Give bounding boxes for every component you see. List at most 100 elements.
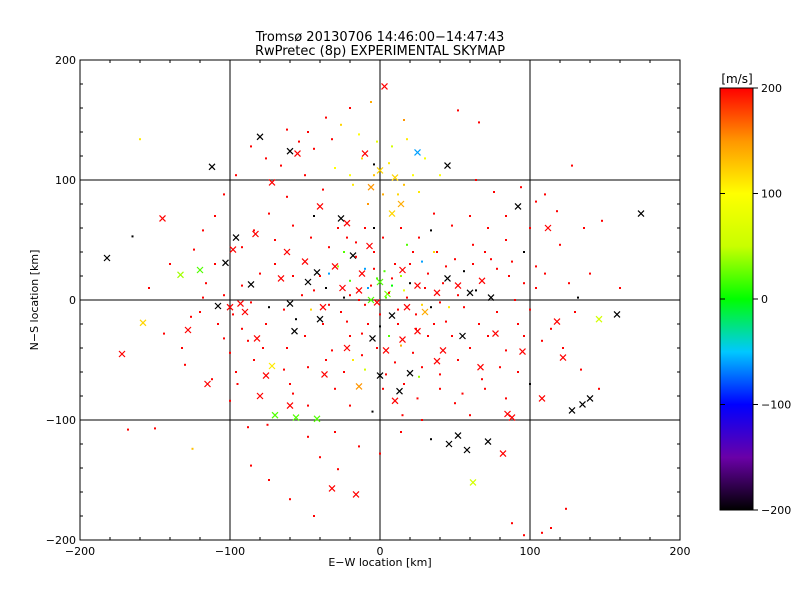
data-point-dot <box>349 335 351 337</box>
y-tick-label: −200 <box>46 534 76 547</box>
data-point-dot <box>403 289 405 292</box>
data-point-dot <box>236 383 239 385</box>
data-point-cross <box>367 296 375 304</box>
data-point-dot <box>529 308 531 311</box>
colorbar-label: [m/s] <box>721 72 752 86</box>
data-point-dot <box>373 163 375 166</box>
data-point-dot <box>286 195 288 198</box>
data-point-cross <box>388 210 396 218</box>
data-point-dot <box>424 287 426 289</box>
data-point-cross <box>568 406 576 414</box>
data-point-dot <box>565 507 567 510</box>
data-point-dot <box>376 347 378 349</box>
data-point-dot <box>499 366 501 369</box>
data-point-cross <box>613 310 621 318</box>
data-point-dot <box>403 183 405 186</box>
data-point-dot <box>334 431 336 433</box>
data-point-cross <box>313 415 321 423</box>
data-point-dot <box>463 306 465 309</box>
data-point-cross <box>433 289 441 297</box>
data-point-cross <box>256 133 264 141</box>
data-point-dot <box>598 387 600 390</box>
data-point-dot <box>241 327 243 330</box>
data-point-dot <box>421 303 423 306</box>
data-point-dot <box>427 272 429 275</box>
data-point-dot <box>400 344 402 347</box>
data-point-cross <box>226 303 234 311</box>
data-point-dot <box>223 193 225 196</box>
data-point-cross <box>499 450 507 458</box>
data-point-cross <box>469 478 477 486</box>
data-point-dot <box>247 426 249 429</box>
data-point-dot <box>457 294 459 297</box>
data-point-dot <box>430 229 432 232</box>
data-point-cross <box>328 484 336 492</box>
data-point-dot <box>418 191 420 193</box>
data-point-dot <box>265 323 267 325</box>
data-point-dot <box>266 423 269 426</box>
data-point-dot <box>589 272 591 275</box>
data-point-dot <box>436 251 438 253</box>
data-point-dot <box>433 251 435 253</box>
data-point-cross <box>321 370 328 378</box>
data-point-dot <box>268 479 270 481</box>
data-point-dot <box>388 162 390 165</box>
data-point-dot <box>505 397 507 400</box>
chart-title: Tromsø 20130706 14:46:00−14:47:43 <box>255 30 505 45</box>
data-point-dot <box>472 263 474 265</box>
data-point-dot <box>313 147 315 150</box>
data-point-dot <box>544 193 546 196</box>
data-point-cross <box>253 334 261 342</box>
data-point-dot <box>334 167 336 169</box>
data-point-dot <box>265 157 267 160</box>
data-point-dot <box>268 212 270 215</box>
data-point-dot <box>191 447 194 450</box>
data-point-dot <box>445 320 447 323</box>
data-point-dot <box>340 311 342 313</box>
data-point-dot <box>364 368 366 371</box>
data-point-dot <box>148 287 150 289</box>
data-point-dot <box>385 373 387 376</box>
data-point-dot <box>481 378 483 381</box>
data-point-dot <box>358 133 360 136</box>
data-point-dot <box>337 227 339 229</box>
data-point-dot <box>214 263 216 265</box>
data-point-cross <box>406 369 414 377</box>
data-point-dot <box>355 255 357 258</box>
data-point-dot <box>418 236 420 239</box>
data-point-dot <box>472 243 474 246</box>
data-point-dot <box>505 215 507 217</box>
data-point-dot <box>253 359 255 361</box>
data-point-cross <box>355 286 363 294</box>
data-point-dot <box>478 323 480 325</box>
data-point-cross <box>579 400 586 408</box>
data-point-dot <box>559 243 561 246</box>
data-point-cross <box>313 268 321 276</box>
data-point-dot <box>331 349 333 352</box>
data-point-dot <box>364 267 366 270</box>
data-point-cross <box>319 303 327 311</box>
data-point-dot <box>544 272 546 275</box>
data-point-dot <box>349 294 351 297</box>
colorbar-tick-label: −200 <box>761 504 791 517</box>
data-point-cross <box>559 354 567 362</box>
scatter-points <box>103 82 645 537</box>
data-point-dot <box>346 320 348 323</box>
data-point-cross <box>376 166 384 174</box>
data-point-dot <box>352 359 354 361</box>
data-point-dot <box>388 291 390 294</box>
data-point-dot <box>541 531 543 534</box>
data-point-dot <box>457 109 459 112</box>
data-point-dot <box>383 270 386 273</box>
data-point-cross <box>286 300 294 308</box>
y-tick-label: 0 <box>69 294 76 307</box>
data-point-dot <box>406 243 408 246</box>
data-point-dot <box>334 387 336 390</box>
data-point-dot <box>475 179 477 181</box>
data-point-cross <box>454 282 462 290</box>
data-point-dot <box>310 236 312 239</box>
data-point-cross <box>381 82 388 90</box>
data-point-dot <box>241 246 243 249</box>
data-point-dot <box>391 145 393 148</box>
